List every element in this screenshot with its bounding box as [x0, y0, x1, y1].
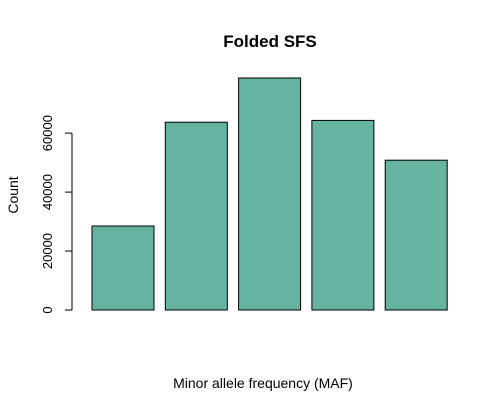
chart-title: Folded SFS	[223, 32, 317, 51]
bar-1	[91, 225, 155, 311]
bar-3	[238, 77, 302, 311]
bar-2	[164, 121, 228, 311]
bar-5	[384, 159, 448, 311]
y-tick-label-3: 60000	[40, 115, 55, 151]
bars-group	[91, 77, 448, 311]
y-tick-label-0: 0	[40, 306, 55, 313]
bar-4	[311, 119, 375, 311]
x-axis-label: Minor allele frequency (MAF)	[173, 375, 353, 391]
y-axis-label: Count	[5, 176, 21, 213]
y-axis: 0 20000 40000 60000	[40, 115, 73, 314]
y-tick-label-1: 20000	[40, 233, 55, 269]
y-tick-label-2: 40000	[40, 174, 55, 210]
